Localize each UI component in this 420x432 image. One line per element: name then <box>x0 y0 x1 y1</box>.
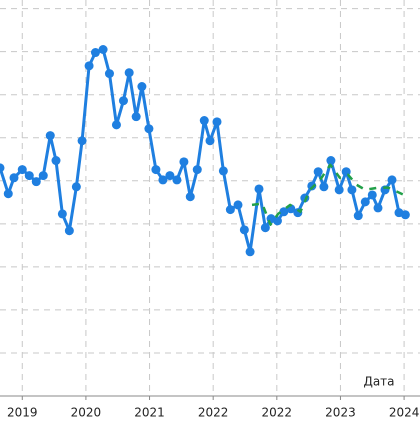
data-point <box>104 69 114 79</box>
data-point <box>64 226 74 236</box>
data-point <box>77 136 87 146</box>
x-tick-label: 2021 <box>134 406 165 420</box>
data-point <box>84 61 94 71</box>
x-tick-label: 2023 <box>325 406 356 420</box>
data-point <box>387 175 397 185</box>
data-point <box>90 48 100 58</box>
data-point <box>24 171 34 181</box>
data-point <box>17 165 27 175</box>
data-point <box>124 68 134 78</box>
data-point <box>118 96 128 106</box>
data-point <box>326 156 336 166</box>
data-point <box>98 45 108 54</box>
data-point <box>334 185 344 195</box>
data-point <box>353 211 363 221</box>
data-point <box>192 165 202 175</box>
data-point <box>205 136 215 146</box>
data-point <box>245 247 255 257</box>
data-point <box>254 184 264 194</box>
data-point <box>233 200 243 210</box>
data-point <box>9 173 19 183</box>
data-point <box>131 112 141 122</box>
data-point <box>31 177 41 187</box>
data-point <box>151 165 161 175</box>
x-tick-label: 2019 <box>7 406 38 420</box>
series-line <box>251 163 405 226</box>
data-point <box>212 117 222 127</box>
data-point <box>307 181 317 191</box>
data-point <box>57 209 67 219</box>
data-point <box>71 182 81 192</box>
x-tick-label: 2022 <box>198 406 229 420</box>
data-point <box>172 175 182 185</box>
data-point <box>199 116 209 126</box>
data-point <box>260 223 270 233</box>
data-point <box>272 216 282 226</box>
data-point <box>51 156 61 166</box>
x-tick-label: 2020 <box>71 406 102 420</box>
data-point <box>165 171 175 181</box>
data-point <box>239 225 249 235</box>
x-tick-label: 2022 <box>262 406 293 420</box>
data-point <box>347 185 357 195</box>
data-point <box>218 166 228 176</box>
axis-label-box <box>357 371 401 393</box>
x-axis-label: Дата <box>363 375 394 389</box>
data-point <box>360 197 370 207</box>
data-point <box>400 210 410 220</box>
data-point <box>313 167 323 177</box>
data-point <box>179 157 189 167</box>
data-point <box>111 120 121 130</box>
data-point <box>319 182 329 192</box>
data-point <box>367 190 377 200</box>
data-point <box>38 171 48 181</box>
data-point <box>279 207 289 217</box>
data-point <box>45 131 55 141</box>
x-tick-label: 2024 <box>389 406 420 420</box>
data-point <box>0 163 5 173</box>
data-point <box>144 124 154 134</box>
data-point <box>185 192 195 202</box>
data-point <box>137 82 147 92</box>
data-point <box>3 189 13 199</box>
data-point <box>158 175 168 185</box>
data-point <box>373 203 383 213</box>
series-line <box>0 48 406 254</box>
data-point <box>225 205 235 215</box>
